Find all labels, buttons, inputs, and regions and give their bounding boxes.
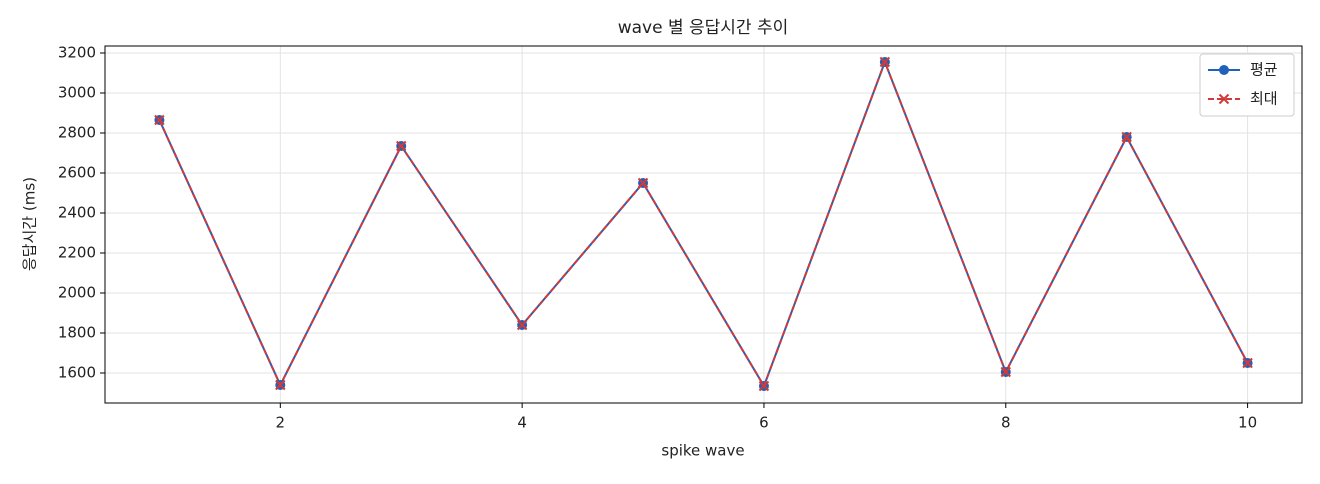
y-tick-label: 1800 bbox=[58, 324, 96, 342]
plot-frame bbox=[104, 45, 1303, 404]
x-tick-label: 6 bbox=[759, 414, 769, 432]
y-tick-label: 3000 bbox=[58, 84, 96, 102]
legend-box bbox=[1199, 53, 1295, 117]
point bbox=[396, 140, 407, 152]
y-tick-label: 3200 bbox=[58, 44, 96, 62]
x-tick-label: 2 bbox=[276, 414, 286, 432]
y-tick-label: 2600 bbox=[58, 164, 96, 182]
point bbox=[637, 177, 649, 189]
y-tick-label: 2400 bbox=[58, 204, 96, 222]
y-tick-label: 2000 bbox=[58, 284, 96, 302]
y-tick-label: 1600 bbox=[58, 364, 96, 382]
point bbox=[1242, 357, 1253, 369]
point bbox=[275, 379, 286, 391]
legend-label: 평균 bbox=[1250, 61, 1278, 79]
y-axis-label: 응답시간 (ms) bbox=[21, 177, 39, 271]
series-line bbox=[158, 59, 1249, 389]
point bbox=[1121, 131, 1132, 143]
point bbox=[879, 56, 891, 68]
legend-marker bbox=[1219, 65, 1229, 75]
y-tick-label: 2800 bbox=[58, 124, 96, 142]
series-line bbox=[158, 59, 1249, 389]
legend-label: 최대 bbox=[1250, 90, 1278, 108]
x-axis-label: spike wave bbox=[661, 442, 744, 460]
point bbox=[516, 319, 528, 331]
point bbox=[154, 114, 165, 126]
y-tick-label: 2200 bbox=[58, 244, 96, 262]
x-tick-label: 4 bbox=[517, 414, 527, 432]
legend-marker bbox=[1218, 93, 1230, 105]
chart-title: wave 별 응답시간 추이 bbox=[618, 18, 789, 38]
point bbox=[758, 380, 770, 392]
x-tick-label: 10 bbox=[1238, 414, 1257, 432]
point bbox=[1000, 366, 1011, 378]
x-tick-label: 8 bbox=[1001, 414, 1011, 432]
